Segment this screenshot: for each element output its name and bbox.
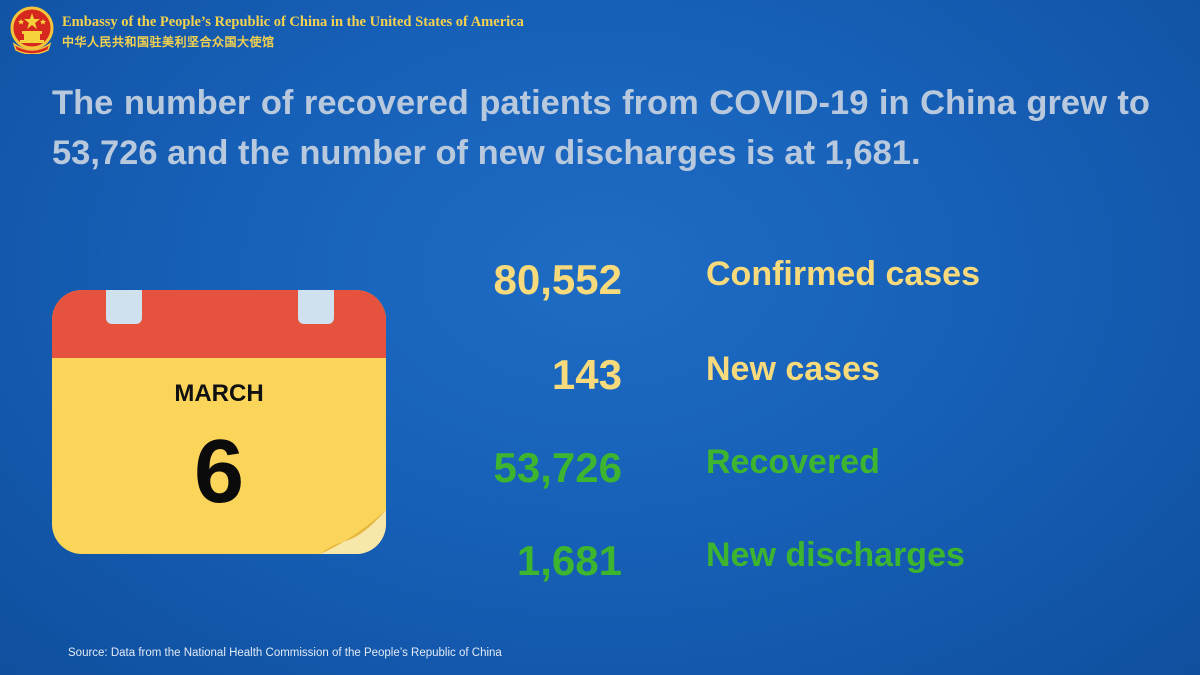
headline: The number of recovered patients from CO… xyxy=(52,84,1150,172)
new-cases-label: New cases xyxy=(706,350,880,388)
embassy-title-chinese: 中华人民共和国驻美利坚合众国大使馆 xyxy=(62,35,275,49)
embassy-title-english: Embassy of the People’s Republic of Chin… xyxy=(62,14,524,30)
new-discharges-label: New discharges xyxy=(706,536,965,574)
national-emblem-icon xyxy=(10,6,54,54)
recovered-label: Recovered xyxy=(706,443,880,481)
calendar-month: MARCH xyxy=(174,380,264,407)
confirmed-cases-value: 80,552 xyxy=(493,256,622,303)
calendar: MARCH 6 xyxy=(52,284,386,554)
source-note: Source: Data from the National Health Co… xyxy=(68,647,502,659)
calendar-icon xyxy=(52,284,386,554)
new-cases-value: 143 xyxy=(551,351,622,398)
calendar-day: 6 xyxy=(193,422,245,522)
confirmed-cases-label: Confirmed cases xyxy=(706,255,980,293)
new-discharges-value: 1,681 xyxy=(516,537,622,584)
recovered-value: 53,726 xyxy=(493,444,622,491)
